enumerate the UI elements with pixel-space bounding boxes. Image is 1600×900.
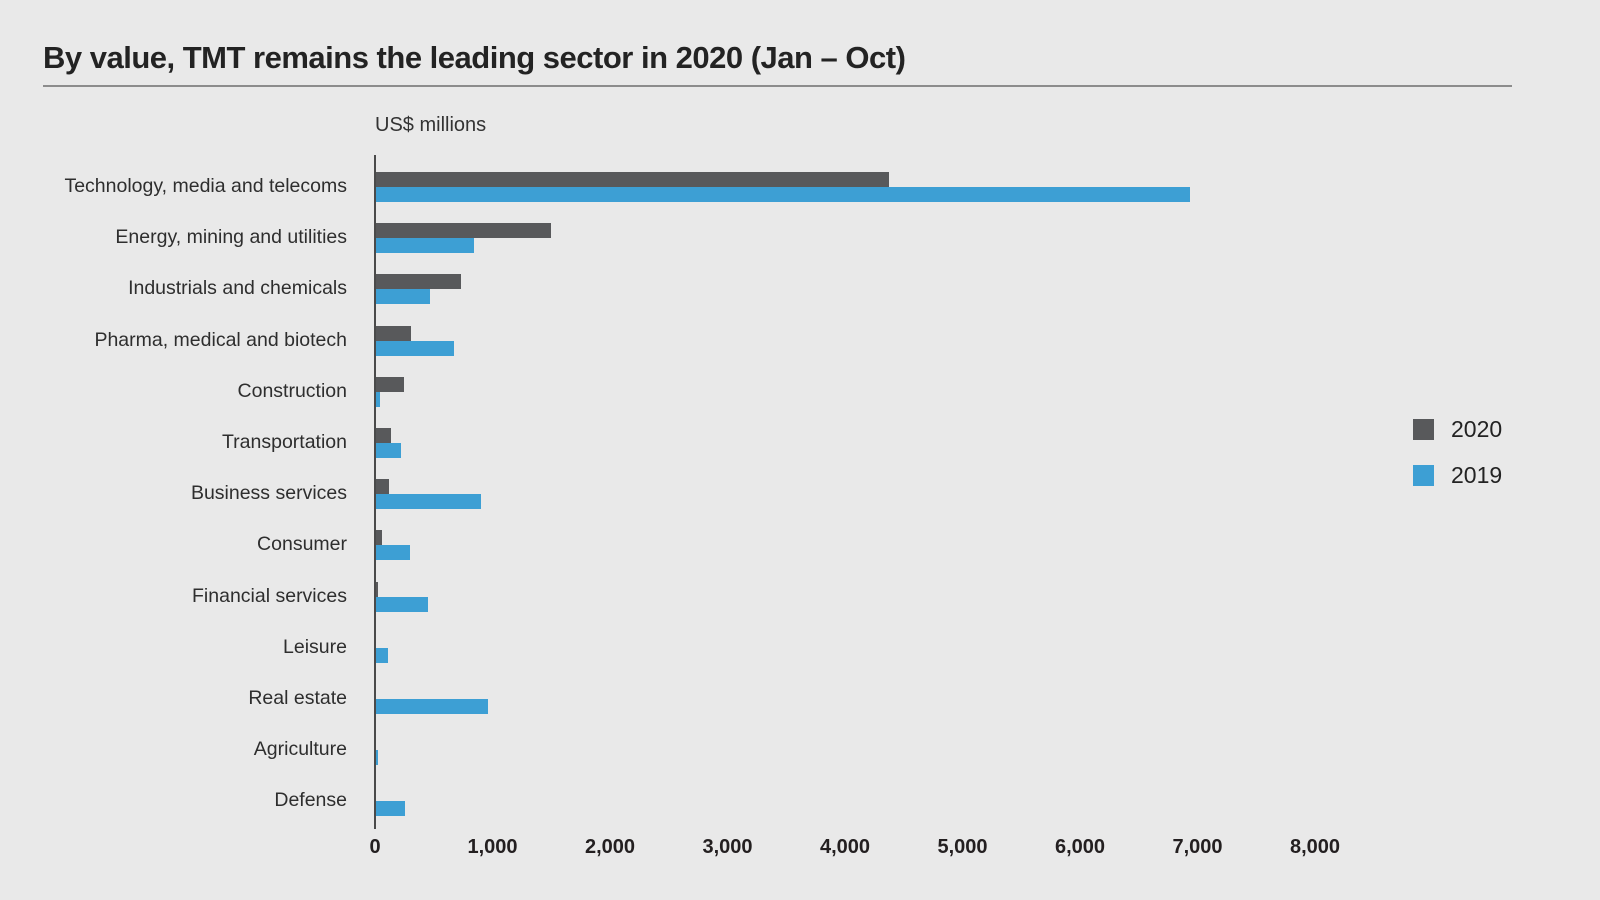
- bar-2020: [376, 530, 382, 546]
- bar-2020: [376, 325, 412, 341]
- x-tick-label: 5,000: [937, 836, 988, 858]
- bar-2019: [376, 545, 411, 561]
- category-label: Agriculture: [253, 738, 347, 761]
- bar-2019: [376, 596, 428, 612]
- bar-2019: [376, 289, 431, 305]
- category-label: Pharma, medical and biotech: [94, 328, 347, 351]
- category-label: Technology, media and telecoms: [64, 175, 347, 197]
- bar-2019: [376, 187, 1191, 202]
- bar-2019: [376, 801, 406, 817]
- x-tick-label: 1,000: [467, 836, 518, 858]
- category-label: Energy, mining and utilities: [115, 226, 347, 249]
- bar-2019: [376, 238, 475, 254]
- legend-swatch-2019: [1413, 464, 1434, 486]
- chart-legend: 2020 2019: [1413, 415, 1503, 510]
- category-label: Industrials and chemicals: [128, 277, 347, 300]
- category-label: Leisure: [283, 635, 347, 658]
- bar-2020: [376, 581, 379, 597]
- bar-2019: [376, 750, 379, 766]
- category-label: Real estate: [248, 687, 347, 709]
- legend-item-2019: 2019: [1413, 461, 1503, 488]
- x-tick-label: 3,000: [702, 836, 753, 858]
- category-label: Consumer: [257, 533, 347, 556]
- chart-title: By value, TMT remains the leading sector…: [43, 40, 906, 75]
- x-tick-label: 6,000: [1054, 836, 1106, 858]
- bar-2019: [376, 494, 481, 510]
- bar-2020: [376, 376, 405, 392]
- category-label: Construction: [237, 379, 347, 402]
- x-tick-label: 8,000: [1289, 836, 1341, 858]
- axis-units-label: US$ millions: [375, 114, 487, 136]
- bar-2020: [376, 223, 552, 239]
- y-axis-line: [374, 155, 376, 829]
- x-tick-label: 2,000: [584, 836, 636, 858]
- bar-2019: [376, 340, 454, 356]
- bar-2019: [376, 391, 380, 407]
- bar-2020: [376, 172, 890, 187]
- x-tick-label: 0: [369, 836, 381, 858]
- legend-label-2019: 2019: [1451, 461, 1503, 488]
- category-label: Financial services: [192, 584, 347, 607]
- x-tick-label: 7,000: [1172, 836, 1223, 858]
- bar-2019: [376, 699, 488, 714]
- legend-swatch-2020: [1413, 418, 1434, 440]
- title-rule: [43, 85, 1512, 87]
- legend-label-2020: 2020: [1451, 415, 1503, 442]
- bar-2020: [376, 479, 389, 495]
- category-label: Defense: [274, 789, 347, 812]
- bar-2020: [376, 428, 392, 443]
- category-label: Transportation: [221, 431, 347, 453]
- bar-2019: [376, 443, 401, 458]
- legend-item-2020: 2020: [1413, 415, 1503, 442]
- bar-2020: [376, 274, 461, 290]
- category-label: Business services: [190, 482, 347, 505]
- bar-2019: [376, 647, 389, 663]
- x-tick-label: 4,000: [819, 836, 871, 858]
